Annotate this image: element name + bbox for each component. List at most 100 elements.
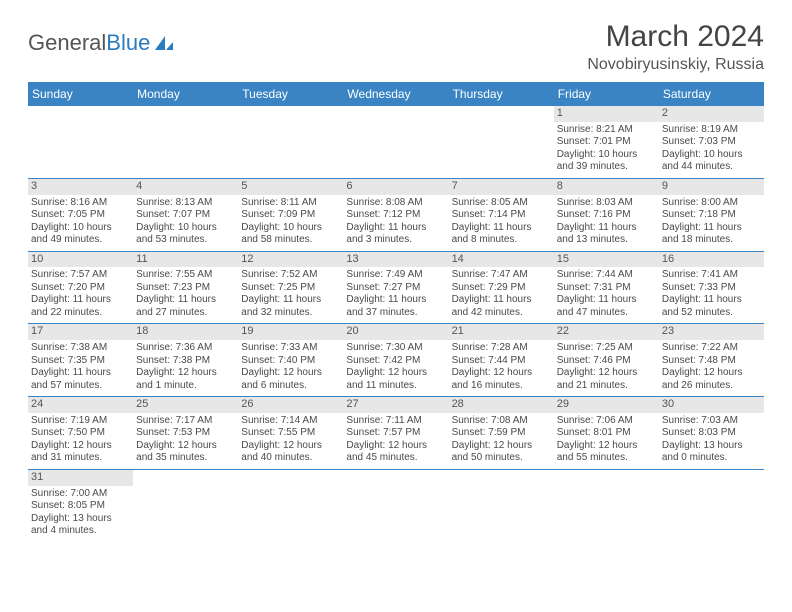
day-detail: Sunrise: 7:33 AM xyxy=(241,342,340,355)
day-detail: Sunrise: 7:36 AM xyxy=(136,342,235,355)
day-detail: Sunset: 7:42 PM xyxy=(346,355,445,368)
day-cell: 13Sunrise: 7:49 AMSunset: 7:27 PMDayligh… xyxy=(343,252,448,324)
day-detail: Daylight: 12 hours xyxy=(241,440,340,453)
day-detail: Sunrise: 8:19 AM xyxy=(662,124,761,137)
day-detail: Daylight: 12 hours xyxy=(346,367,445,380)
day-detail: Sunrise: 7:17 AM xyxy=(136,415,235,428)
day-cell xyxy=(449,470,554,542)
day-cell: 10Sunrise: 7:57 AMSunset: 7:20 PMDayligh… xyxy=(28,252,133,324)
day-detail: Daylight: 12 hours xyxy=(452,440,551,453)
week-row: 24Sunrise: 7:19 AMSunset: 7:50 PMDayligh… xyxy=(28,397,764,470)
day-number: 12 xyxy=(238,252,343,268)
day-cell: 11Sunrise: 7:55 AMSunset: 7:23 PMDayligh… xyxy=(133,252,238,324)
day-detail: and 18 minutes. xyxy=(662,234,761,247)
day-detail: Daylight: 10 hours xyxy=(662,149,761,162)
day-detail: Sunset: 7:35 PM xyxy=(31,355,130,368)
day-detail: Sunrise: 7:00 AM xyxy=(31,488,130,501)
day-detail: and 8 minutes. xyxy=(452,234,551,247)
day-detail: Daylight: 12 hours xyxy=(136,367,235,380)
day-detail: Sunset: 7:05 PM xyxy=(31,209,130,222)
day-number: 16 xyxy=(659,252,764,268)
dayhead-sat: Saturday xyxy=(659,82,764,106)
day-detail: and 39 minutes. xyxy=(557,161,656,174)
day-detail: Sunset: 7:55 PM xyxy=(241,427,340,440)
weeks-container: 1Sunrise: 8:21 AMSunset: 7:01 PMDaylight… xyxy=(28,106,764,542)
day-detail: Daylight: 12 hours xyxy=(241,367,340,380)
day-cell: 30Sunrise: 7:03 AMSunset: 8:03 PMDayligh… xyxy=(659,397,764,469)
day-detail: Daylight: 11 hours xyxy=(557,294,656,307)
day-cell: 8Sunrise: 8:03 AMSunset: 7:16 PMDaylight… xyxy=(554,179,659,251)
day-detail: Sunset: 7:18 PM xyxy=(662,209,761,222)
day-detail: Sunrise: 8:05 AM xyxy=(452,197,551,210)
day-detail: Daylight: 10 hours xyxy=(241,222,340,235)
day-detail: Sunset: 7:31 PM xyxy=(557,282,656,295)
day-detail: Sunrise: 7:14 AM xyxy=(241,415,340,428)
day-cell: 27Sunrise: 7:11 AMSunset: 7:57 PMDayligh… xyxy=(343,397,448,469)
title-block: March 2024 Novobiryusinskiy, Russia xyxy=(587,20,764,74)
day-detail: Sunrise: 7:19 AM xyxy=(31,415,130,428)
dayhead-sun: Sunday xyxy=(28,82,133,106)
day-detail: Sunset: 7:59 PM xyxy=(452,427,551,440)
day-detail: Daylight: 11 hours xyxy=(346,294,445,307)
day-detail: Sunrise: 7:38 AM xyxy=(31,342,130,355)
day-detail: Sunset: 8:05 PM xyxy=(31,500,130,513)
day-cell: 5Sunrise: 8:11 AMSunset: 7:09 PMDaylight… xyxy=(238,179,343,251)
day-detail: Sunrise: 7:25 AM xyxy=(557,342,656,355)
day-number: 9 xyxy=(659,179,764,195)
day-detail: and 31 minutes. xyxy=(31,452,130,465)
week-row: 17Sunrise: 7:38 AMSunset: 7:35 PMDayligh… xyxy=(28,324,764,397)
day-cell: 14Sunrise: 7:47 AMSunset: 7:29 PMDayligh… xyxy=(449,252,554,324)
day-detail: Sunrise: 7:55 AM xyxy=(136,269,235,282)
day-detail: Sunset: 7:01 PM xyxy=(557,136,656,149)
day-detail: and 40 minutes. xyxy=(241,452,340,465)
day-cell: 2Sunrise: 8:19 AMSunset: 7:03 PMDaylight… xyxy=(659,106,764,178)
day-detail: Daylight: 11 hours xyxy=(136,294,235,307)
location: Novobiryusinskiy, Russia xyxy=(587,56,764,74)
day-cell: 19Sunrise: 7:33 AMSunset: 7:40 PMDayligh… xyxy=(238,324,343,396)
day-detail: and 57 minutes. xyxy=(31,380,130,393)
day-number: 20 xyxy=(343,324,448,340)
day-detail: and 49 minutes. xyxy=(31,234,130,247)
day-cell xyxy=(28,106,133,178)
day-detail: and 55 minutes. xyxy=(557,452,656,465)
day-detail: and 11 minutes. xyxy=(346,380,445,393)
day-detail: Sunrise: 7:30 AM xyxy=(346,342,445,355)
day-detail: Sunset: 7:07 PM xyxy=(136,209,235,222)
day-cell: 16Sunrise: 7:41 AMSunset: 7:33 PMDayligh… xyxy=(659,252,764,324)
day-cell: 31Sunrise: 7:00 AMSunset: 8:05 PMDayligh… xyxy=(28,470,133,542)
day-number: 15 xyxy=(554,252,659,268)
day-number: 30 xyxy=(659,397,764,413)
day-detail: Daylight: 10 hours xyxy=(136,222,235,235)
day-detail: Daylight: 12 hours xyxy=(557,440,656,453)
day-number: 14 xyxy=(449,252,554,268)
day-detail: Sunrise: 7:49 AM xyxy=(346,269,445,282)
day-detail: Daylight: 12 hours xyxy=(346,440,445,453)
day-detail: Daylight: 12 hours xyxy=(557,367,656,380)
day-detail: Sunrise: 7:28 AM xyxy=(452,342,551,355)
day-detail: and 4 minutes. xyxy=(31,525,130,538)
day-cell: 23Sunrise: 7:22 AMSunset: 7:48 PMDayligh… xyxy=(659,324,764,396)
day-detail: Daylight: 11 hours xyxy=(31,294,130,307)
day-detail: Daylight: 11 hours xyxy=(662,222,761,235)
day-cell: 15Sunrise: 7:44 AMSunset: 7:31 PMDayligh… xyxy=(554,252,659,324)
day-detail: Sunrise: 7:22 AM xyxy=(662,342,761,355)
header: GeneralBlue March 2024 Novobiryusinskiy,… xyxy=(28,20,764,74)
day-detail: and 37 minutes. xyxy=(346,307,445,320)
day-detail: and 27 minutes. xyxy=(136,307,235,320)
day-cell xyxy=(238,106,343,178)
day-cell: 25Sunrise: 7:17 AMSunset: 7:53 PMDayligh… xyxy=(133,397,238,469)
day-cell: 12Sunrise: 7:52 AMSunset: 7:25 PMDayligh… xyxy=(238,252,343,324)
day-detail: and 21 minutes. xyxy=(557,380,656,393)
day-number: 5 xyxy=(238,179,343,195)
dayhead-mon: Monday xyxy=(133,82,238,106)
day-detail: and 58 minutes. xyxy=(241,234,340,247)
day-detail: and 6 minutes. xyxy=(241,380,340,393)
week-row: 1Sunrise: 8:21 AMSunset: 7:01 PMDaylight… xyxy=(28,106,764,179)
day-detail: and 13 minutes. xyxy=(557,234,656,247)
day-detail: Sunset: 8:01 PM xyxy=(557,427,656,440)
day-detail: Sunrise: 7:03 AM xyxy=(662,415,761,428)
dayhead-tue: Tuesday xyxy=(238,82,343,106)
day-cell: 24Sunrise: 7:19 AMSunset: 7:50 PMDayligh… xyxy=(28,397,133,469)
day-cell: 4Sunrise: 8:13 AMSunset: 7:07 PMDaylight… xyxy=(133,179,238,251)
day-detail: Sunset: 8:03 PM xyxy=(662,427,761,440)
